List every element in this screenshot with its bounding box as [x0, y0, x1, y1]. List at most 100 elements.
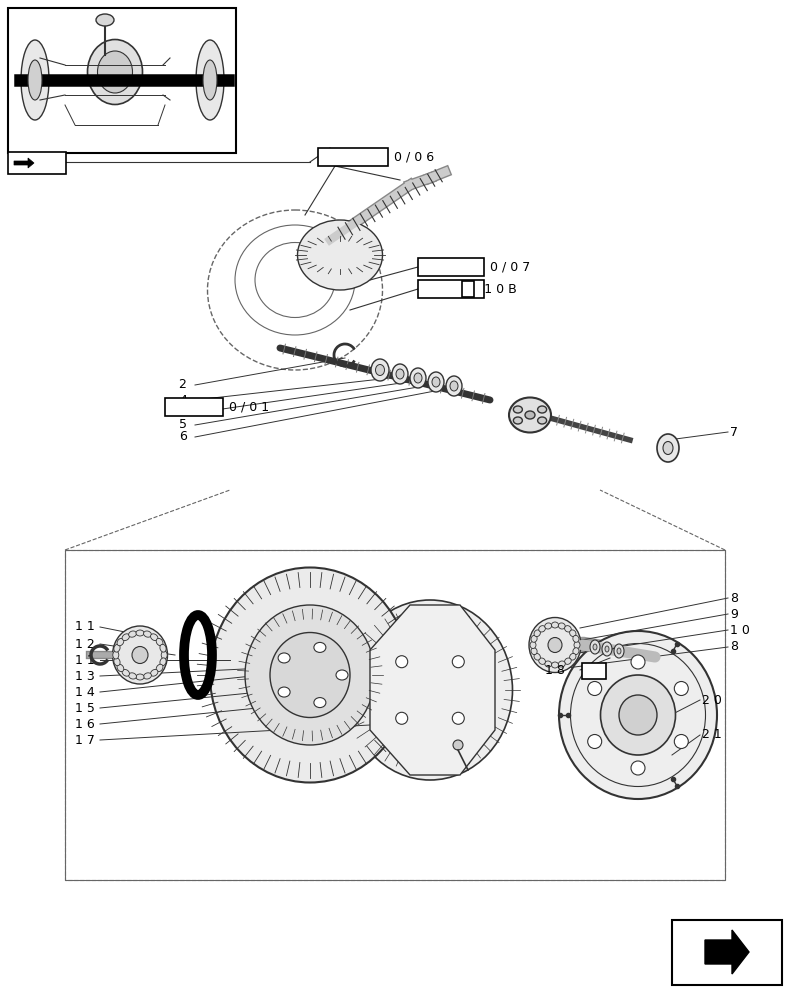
Ellipse shape: [160, 658, 166, 666]
Ellipse shape: [513, 406, 521, 413]
Ellipse shape: [135, 630, 144, 636]
Ellipse shape: [392, 364, 407, 384]
Ellipse shape: [113, 626, 167, 684]
Ellipse shape: [117, 638, 123, 646]
Ellipse shape: [630, 761, 644, 775]
Ellipse shape: [558, 623, 564, 629]
Ellipse shape: [604, 646, 608, 652]
Ellipse shape: [314, 698, 325, 708]
Ellipse shape: [551, 622, 558, 628]
Ellipse shape: [528, 617, 581, 672]
Ellipse shape: [88, 39, 142, 104]
Ellipse shape: [538, 658, 545, 664]
Text: 1 . 4 0: 1 . 4 0: [167, 400, 207, 414]
Ellipse shape: [156, 638, 163, 646]
Text: 1 . 4 0 .: 1 . 4 0 .: [320, 150, 367, 163]
Text: 1 7: 1 7: [75, 734, 95, 746]
Text: 1 0: 1 0: [729, 624, 749, 637]
Text: 1 . 4 0 .: 1 . 4 0 .: [419, 282, 467, 296]
Ellipse shape: [452, 656, 464, 668]
Ellipse shape: [534, 630, 539, 637]
Ellipse shape: [587, 734, 601, 748]
Text: 7: 7: [729, 426, 737, 438]
Text: 1 5: 1 5: [75, 702, 95, 714]
Ellipse shape: [601, 642, 611, 656]
Ellipse shape: [558, 631, 716, 799]
Ellipse shape: [564, 626, 571, 632]
Text: 1 9: 1 9: [585, 666, 602, 676]
Ellipse shape: [525, 411, 534, 419]
Ellipse shape: [600, 675, 675, 755]
Ellipse shape: [427, 372, 444, 392]
Ellipse shape: [573, 635, 578, 642]
Ellipse shape: [395, 656, 407, 668]
Ellipse shape: [245, 605, 375, 745]
Ellipse shape: [592, 644, 596, 650]
Ellipse shape: [544, 661, 551, 667]
Ellipse shape: [656, 434, 678, 462]
Bar: [581, 663, 605, 679]
Ellipse shape: [508, 397, 551, 432]
Ellipse shape: [414, 373, 422, 383]
Ellipse shape: [445, 376, 461, 396]
Ellipse shape: [122, 634, 129, 641]
Ellipse shape: [569, 630, 575, 637]
Ellipse shape: [395, 712, 407, 724]
Ellipse shape: [530, 648, 536, 655]
Ellipse shape: [513, 417, 521, 424]
Bar: [8, 152, 66, 174]
Text: 9: 9: [729, 607, 737, 620]
Ellipse shape: [573, 648, 578, 655]
Text: 1 2: 1 2: [75, 638, 95, 650]
Bar: [672, 920, 781, 985]
Ellipse shape: [613, 644, 623, 658]
Bar: [65, 550, 724, 880]
Text: 1 1: 1 1: [75, 654, 95, 666]
Text: 2: 2: [178, 378, 186, 391]
Text: 1 3: 1 3: [75, 670, 95, 682]
Ellipse shape: [431, 377, 440, 387]
Ellipse shape: [375, 631, 484, 749]
Ellipse shape: [616, 648, 620, 654]
Text: 2 1: 2 1: [702, 728, 721, 742]
Ellipse shape: [314, 642, 325, 652]
Ellipse shape: [452, 712, 464, 724]
Ellipse shape: [144, 631, 151, 637]
Ellipse shape: [132, 647, 148, 664]
Ellipse shape: [630, 655, 644, 669]
Ellipse shape: [673, 682, 688, 696]
Ellipse shape: [128, 673, 136, 679]
Ellipse shape: [114, 658, 120, 666]
Text: 0 / 0 1: 0 / 0 1: [225, 400, 268, 414]
Ellipse shape: [203, 60, 217, 100]
Ellipse shape: [122, 669, 129, 676]
Text: 4: 4: [179, 393, 187, 406]
Polygon shape: [14, 158, 34, 168]
Text: 0 / 0 6: 0 / 0 6: [389, 150, 434, 163]
Ellipse shape: [544, 623, 551, 629]
Ellipse shape: [160, 644, 166, 652]
Ellipse shape: [534, 653, 539, 660]
Ellipse shape: [453, 740, 462, 750]
Text: 0 / 0 7: 0 / 0 7: [486, 260, 530, 273]
Ellipse shape: [569, 653, 575, 660]
Text: 1 4: 1 4: [75, 686, 95, 698]
Ellipse shape: [449, 381, 457, 391]
Ellipse shape: [21, 40, 49, 120]
Ellipse shape: [336, 670, 348, 680]
Ellipse shape: [673, 734, 688, 748]
Polygon shape: [370, 605, 495, 775]
Ellipse shape: [663, 442, 672, 454]
Ellipse shape: [537, 417, 546, 424]
Ellipse shape: [270, 633, 350, 718]
Text: 6: 6: [179, 430, 187, 444]
Text: 1 8: 1 8: [544, 664, 564, 676]
Text: 1 . 4 0 .: 1 . 4 0 .: [419, 260, 467, 273]
Ellipse shape: [278, 687, 290, 697]
Ellipse shape: [547, 638, 561, 652]
Text: 8: 8: [729, 641, 737, 654]
Bar: [318, 148, 388, 166]
Ellipse shape: [195, 40, 224, 120]
Ellipse shape: [161, 651, 167, 659]
Ellipse shape: [587, 682, 601, 696]
